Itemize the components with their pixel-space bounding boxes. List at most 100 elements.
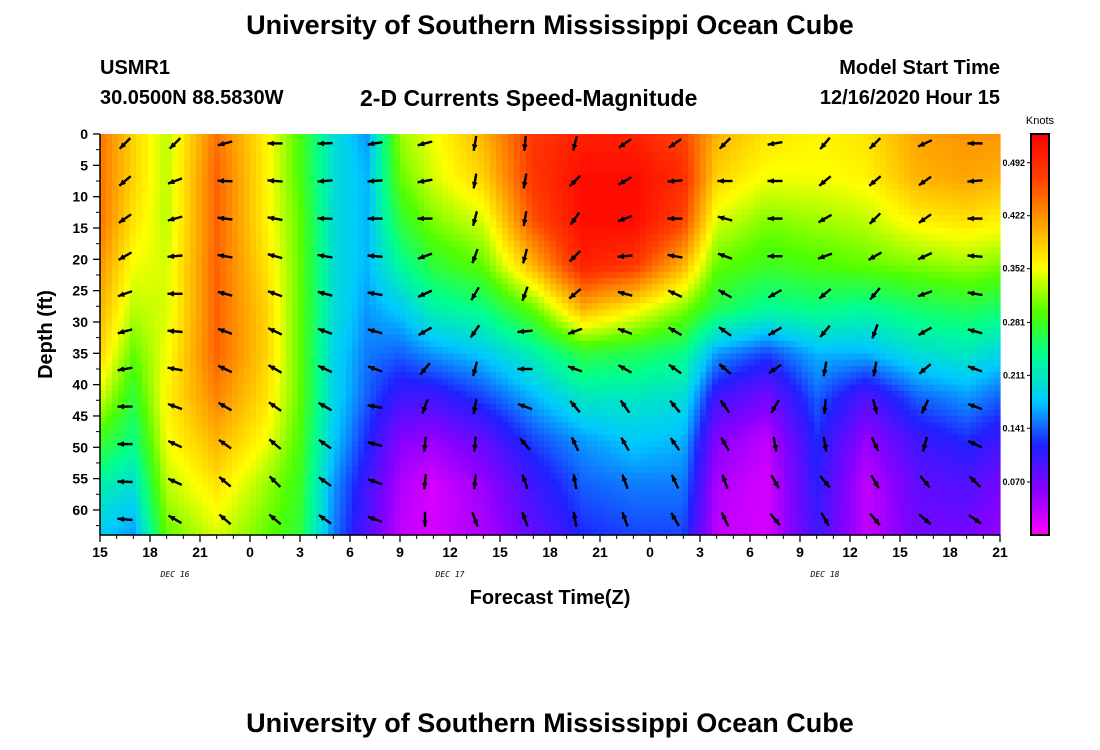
- heatmap-cell: [394, 353, 401, 361]
- heatmap-cell: [292, 234, 299, 242]
- heatmap-cell: [442, 140, 449, 148]
- heatmap-cell: [256, 359, 263, 367]
- heatmap-cell: [466, 484, 473, 492]
- heatmap-cell: [424, 134, 431, 141]
- heatmap-cell: [502, 215, 509, 223]
- heatmap-cell: [262, 472, 269, 480]
- heatmap-cell: [232, 215, 239, 223]
- heatmap-cell: [400, 447, 407, 455]
- heatmap-cell: [328, 309, 335, 317]
- heatmap-cell: [304, 177, 311, 185]
- heatmap-cell: [352, 390, 359, 398]
- heatmap-cell: [412, 146, 419, 154]
- heatmap-cell: [478, 353, 485, 361]
- heatmap-cell: [526, 215, 533, 223]
- heatmap-cell: [202, 315, 209, 323]
- heatmap-cell: [376, 447, 383, 455]
- heatmap-cell: [112, 209, 119, 217]
- heatmap-cell: [502, 184, 509, 191]
- heatmap-cell: [502, 340, 509, 348]
- heatmap-cell: [208, 484, 215, 492]
- heatmap-cell: [190, 528, 197, 536]
- heatmap-cell: [130, 303, 137, 311]
- heatmap-cell: [412, 165, 419, 173]
- heatmap-cell: [430, 434, 437, 442]
- heatmap-cell: [184, 190, 191, 198]
- heatmap-cell: [100, 159, 107, 166]
- heatmap-cell: [526, 209, 533, 217]
- heatmap-cell: [370, 227, 377, 235]
- heatmap-cell: [538, 184, 545, 191]
- heatmap-cell: [346, 328, 353, 336]
- heatmap-cell: [298, 265, 305, 273]
- heatmap-cell: [490, 503, 497, 511]
- heatmap-cell: [268, 209, 275, 217]
- heatmap-cell: [550, 491, 557, 499]
- heatmap-cell: [172, 428, 179, 436]
- heatmap-cell: [328, 227, 335, 235]
- heatmap-cell: [118, 509, 125, 517]
- heatmap-cell: [184, 284, 191, 292]
- heatmap-cell: [328, 334, 335, 342]
- heatmap-cell: [424, 284, 431, 292]
- heatmap-cell: [532, 422, 539, 430]
- heatmap-cell: [394, 384, 401, 392]
- heatmap-cell: [304, 171, 311, 179]
- heatmap-cell: [460, 528, 467, 536]
- heatmap-cell: [274, 134, 281, 141]
- heatmap-cell: [328, 397, 335, 405]
- heatmap-cell: [352, 340, 359, 348]
- heatmap-cell: [118, 334, 125, 342]
- heatmap-cell: [538, 522, 545, 530]
- heatmap-cell: [562, 234, 569, 242]
- heatmap-cell: [442, 177, 449, 185]
- heatmap-cell: [328, 390, 335, 398]
- heatmap-cell: [508, 528, 515, 536]
- heatmap-cell: [454, 290, 461, 298]
- heatmap-cell: [400, 271, 407, 279]
- heatmap-cell: [310, 265, 317, 273]
- heatmap-cell: [148, 415, 155, 423]
- heatmap-cell: [466, 303, 473, 311]
- heatmap-cell: [202, 152, 209, 160]
- heatmap-cell: [112, 278, 119, 285]
- heatmap-cell: [160, 434, 167, 442]
- heatmap-cell: [358, 171, 365, 179]
- heatmap-cell: [478, 453, 485, 461]
- heatmap-cell: [442, 353, 449, 361]
- heatmap-cell: [130, 528, 137, 536]
- heatmap-cell: [244, 491, 251, 499]
- heatmap-cell: [544, 146, 551, 154]
- heatmap-cell: [298, 403, 305, 411]
- heatmap-cell: [538, 165, 545, 173]
- heatmap-cell: [244, 278, 251, 285]
- heatmap-cell: [370, 340, 377, 348]
- heatmap-cell: [496, 447, 503, 455]
- heatmap-cell: [238, 321, 245, 329]
- heatmap-cell: [220, 309, 227, 317]
- heatmap-cell: [214, 522, 221, 530]
- heatmap-cell: [544, 472, 551, 480]
- heatmap-cell: [136, 278, 143, 285]
- heatmap-cell: [406, 309, 413, 317]
- heatmap-cell: [196, 253, 203, 260]
- heatmap-cell: [346, 246, 353, 254]
- heatmap-cell: [442, 315, 449, 323]
- heatmap-cell: [268, 246, 275, 254]
- heatmap-cell: [466, 516, 473, 524]
- heatmap-cell: [154, 390, 161, 398]
- heatmap-cell: [154, 177, 161, 185]
- heatmap-cell: [508, 209, 515, 217]
- heatmap-cell: [334, 284, 341, 292]
- heatmap-cell: [298, 378, 305, 386]
- heatmap-cell: [436, 234, 443, 242]
- heatmap-cell: [190, 259, 197, 267]
- heatmap-cell: [160, 152, 167, 160]
- heatmap-cell: [454, 503, 461, 511]
- heatmap-cell: [556, 478, 563, 486]
- heatmap-cell: [310, 221, 317, 229]
- heatmap-cell: [106, 259, 113, 267]
- heatmap-cell: [130, 159, 137, 166]
- heatmap-cell: [502, 384, 509, 392]
- heatmap-cell: [466, 453, 473, 461]
